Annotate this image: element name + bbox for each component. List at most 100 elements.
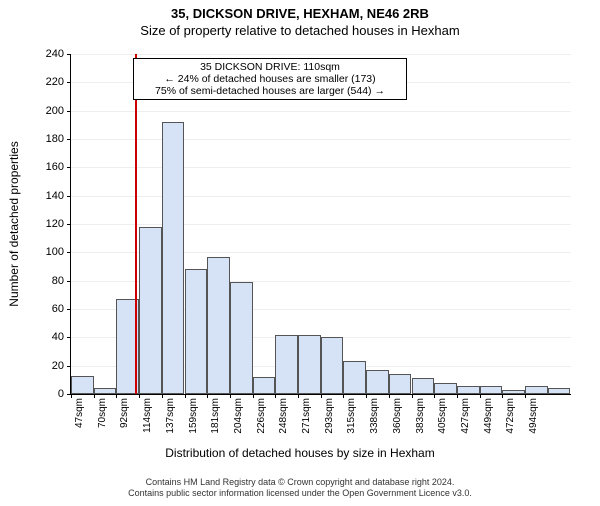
gridline-y [71,111,571,112]
histogram-bar [253,377,276,394]
xtick-mark [298,394,299,398]
xtick-mark [185,394,186,398]
marker-line [135,54,137,394]
xtick-mark [502,394,503,398]
xtick-label: 271sqm [301,398,312,434]
xtick-label: 92sqm [119,398,130,428]
ytick-mark [67,252,71,253]
x-axis-label: Distribution of detached houses by size … [0,446,600,460]
histogram-bar [275,335,298,395]
annotation-box: 35 DICKSON DRIVE: 110sqm← 24% of detache… [133,58,407,100]
xtick-label: 114sqm [142,398,153,433]
ytick-label: 240 [34,48,64,60]
xtick-mark [480,394,481,398]
xtick-mark [162,394,163,398]
histogram-bar [94,388,117,394]
footer-line1: Contains HM Land Registry data © Crown c… [0,477,600,489]
ytick-mark [67,54,71,55]
ytick-mark [67,139,71,140]
histogram-bar [502,390,525,394]
xtick-mark [389,394,390,398]
page-title-sub: Size of property relative to detached ho… [0,23,600,38]
chart-area: Number of detached properties 47sqm70sqm… [70,54,570,394]
ytick-label: 140 [34,190,64,202]
xtick-label: 472sqm [505,398,516,434]
xtick-mark [343,394,344,398]
ytick-mark [67,366,71,367]
ytick-mark [67,167,71,168]
xtick-mark [94,394,95,398]
xtick-label: 181sqm [210,398,221,434]
histogram-bar [480,386,503,395]
xtick-label: 494sqm [528,398,539,434]
xtick-label: 159sqm [188,398,199,434]
xtick-mark [366,394,367,398]
histogram-bar [548,388,571,394]
xtick-label: 338sqm [369,398,380,434]
gridline-y [71,167,571,168]
xtick-label: 204sqm [233,398,244,434]
histogram-bar [185,269,208,394]
plot-region: 47sqm70sqm92sqm114sqm137sqm159sqm181sqm2… [70,54,571,395]
histogram-bar [207,257,230,394]
xtick-label: 137sqm [165,398,176,434]
histogram-bar [343,361,366,394]
xtick-label: 70sqm [97,398,108,428]
histogram-bar [162,122,185,394]
gridline-y [71,224,571,225]
xtick-label: 315sqm [346,398,357,434]
page-title-main: 35, DICKSON DRIVE, HEXHAM, NE46 2RB [0,6,600,21]
xtick-label: 449sqm [483,398,494,434]
histogram-bar [525,386,548,395]
histogram-bar [389,374,412,394]
ytick-label: 120 [34,218,64,230]
histogram-bar [434,383,457,394]
xtick-label: 383sqm [415,398,426,434]
ytick-label: 0 [34,388,64,400]
ytick-label: 180 [34,133,64,145]
xtick-mark [139,394,140,398]
ytick-mark [67,196,71,197]
annotation-line-2: ← 24% of detached houses are smaller (17… [140,73,400,85]
annotation-line-1: 35 DICKSON DRIVE: 110sqm [140,61,400,73]
xtick-mark [434,394,435,398]
xtick-label: 226sqm [256,398,267,434]
xtick-label: 47sqm [74,398,85,428]
xtick-label: 248sqm [278,398,289,434]
histogram-bar [71,376,94,394]
xtick-mark [525,394,526,398]
ytick-label: 20 [34,360,64,372]
gridline-y [71,196,571,197]
ytick-mark [67,82,71,83]
xtick-mark [230,394,231,398]
ytick-mark [67,281,71,282]
xtick-label: 293sqm [324,398,335,434]
xtick-mark [412,394,413,398]
ytick-mark [67,337,71,338]
histogram-bar [321,337,344,394]
footer-attribution: Contains HM Land Registry data © Crown c… [0,477,600,500]
ytick-label: 220 [34,76,64,88]
xtick-mark [457,394,458,398]
histogram-bar [230,282,253,394]
footer-line2: Contains public sector information licen… [0,488,600,500]
xtick-mark [321,394,322,398]
ytick-mark [67,309,71,310]
xtick-label: 405sqm [437,398,448,434]
xtick-mark [253,394,254,398]
ytick-label: 60 [34,303,64,315]
ytick-label: 160 [34,161,64,173]
ytick-label: 40 [34,331,64,343]
gridline-y [71,139,571,140]
ytick-mark [67,224,71,225]
histogram-bar [366,370,389,394]
y-axis-label: Number of detached properties [7,141,21,306]
gridline-y [71,54,571,55]
histogram-bar [457,386,480,395]
ytick-label: 200 [34,105,64,117]
histogram-bar [412,378,435,394]
ytick-label: 100 [34,246,64,258]
ytick-label: 80 [34,275,64,287]
xtick-label: 427sqm [460,398,471,434]
xtick-mark [71,394,72,398]
